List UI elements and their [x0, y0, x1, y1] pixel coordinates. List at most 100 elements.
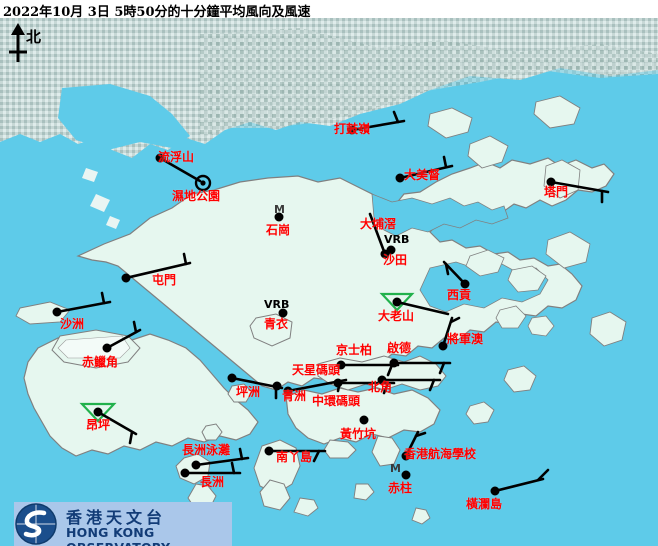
station-label-tai-po-kau: 大埔滘	[360, 217, 397, 231]
page-title: 2022年10月 3日 5時50分的十分鐘平均風向及風速	[3, 5, 311, 20]
island	[507, 265, 547, 293]
hko-logo: 香港天文台 HONG KONG OBSERVATORY	[14, 502, 232, 546]
island	[293, 497, 319, 517]
station-label-sai-kung: 西貢	[447, 288, 472, 302]
wind-barb-kai-tak	[389, 358, 452, 375]
station-label-tap-mun: 塔門	[544, 185, 569, 199]
islet	[106, 216, 120, 229]
station-label-peng-chau: 坪洲	[236, 385, 261, 399]
island-north	[467, 135, 509, 169]
island	[589, 311, 627, 347]
station-label-north-point: 北角	[368, 380, 393, 394]
station-dot-sha-tin	[386, 245, 396, 255]
station-dot-tsing-yi	[278, 308, 288, 318]
tolo-harbour	[371, 193, 509, 237]
station-label-shek-kong: 石崗	[266, 223, 291, 237]
station-label-kings-park: 京士柏	[336, 343, 373, 357]
north-arrow-icon	[9, 23, 27, 62]
wind-barb-ta-kwu-ling	[347, 110, 406, 135]
hko-logo-english: HONG KONG OBSERVATORY	[66, 525, 170, 546]
station-label-tates-cairn: 大老山	[378, 309, 415, 323]
deep-bay	[58, 84, 190, 150]
wind-barb-tates-cairn	[392, 297, 450, 316]
wind-barb-lau-fau-shan	[155, 153, 202, 183]
variable-marker-tsing-yi: VRB	[264, 298, 290, 311]
station-dot-green-island	[272, 381, 282, 391]
islet	[90, 194, 110, 212]
station-label-wong-chuk-hang: 黃竹坑	[340, 427, 377, 441]
hko-logo-icon	[15, 503, 57, 545]
station-label-stanley: 赤柱	[388, 481, 413, 495]
station-dot-shek-kong	[274, 212, 284, 222]
station-label-tsing-yi: 青衣	[264, 317, 289, 331]
mainland-terrain-hi	[200, 28, 658, 138]
island	[527, 315, 555, 337]
station-dot-stanley	[401, 470, 411, 480]
island	[411, 507, 431, 525]
wind-barb-sai-kung	[442, 260, 470, 289]
station-dot-wong-chuk-hang	[359, 415, 369, 425]
station-marker-tates-cairn	[379, 292, 415, 312]
wind-barb-hk-sea-school	[401, 430, 427, 461]
wind-barb-north-point	[377, 375, 442, 392]
station-label-central-pier: 中環碼頭	[312, 394, 361, 408]
stanley-peninsula	[371, 435, 401, 467]
station-label-star-ferry: 天星碼頭	[292, 363, 341, 377]
calm-marker-wetland-park	[194, 174, 212, 192]
station-label-waglan-island: 橫瀾島	[466, 497, 503, 511]
station-label-sha-chau: 沙洲	[60, 317, 85, 331]
wind-barb-sha-chau	[52, 291, 112, 317]
station-label-tuen-mun: 屯門	[152, 273, 177, 287]
island	[545, 231, 591, 269]
island-north2	[427, 107, 473, 139]
hko-logo-chinese: 香港天文台	[66, 508, 167, 527]
wind-barb-chek-lap-kok	[102, 320, 142, 353]
station-label-hk-sea-school: 香港航海學校	[404, 447, 477, 461]
wind-barb-kings-park	[336, 360, 400, 377]
mountain-marker-stanley: M	[390, 462, 401, 475]
island	[465, 401, 495, 425]
tap-mun-island	[543, 159, 581, 199]
wind-barb-layer[interactable]	[0, 18, 658, 546]
station-label-chek-lap-kok: 赤鱲角	[82, 355, 119, 369]
islet	[82, 168, 98, 182]
island-north3	[533, 95, 581, 129]
airport-runway-area	[57, 335, 131, 359]
station-label-green-island: 青洲	[282, 389, 307, 403]
station-label-kai-tak: 啟德	[387, 341, 412, 355]
wind-barb-central-pier	[283, 378, 348, 396]
wind-barb-cheung-chau-beach	[191, 447, 250, 470]
mountain-marker-shek-kong: M	[274, 203, 285, 216]
wind-barb-cheung-chau	[180, 461, 242, 478]
station-marker-ngong-ping	[79, 402, 117, 423]
north-label: 北	[26, 28, 42, 46]
map-geography	[0, 18, 658, 546]
station-label-ngong-ping: 昂坪	[86, 418, 111, 432]
station-label-tseung-kwan-o: 將軍澳	[447, 332, 484, 346]
wind-barb-ngong-ping	[93, 407, 138, 445]
wind-barb-lamma-island	[264, 446, 327, 463]
island	[353, 483, 375, 501]
map-canvas[interactable]: 北 打鼓嶺 流浮山 濕地公園 石崗 M 屯門 大美督 塔門 大埔滘 沙田 VRB…	[0, 18, 658, 546]
sha-chau	[15, 301, 71, 325]
wind-barb-tseung-kwan-o	[438, 316, 461, 351]
title-bar: 2022年10月 3日 5時50分的十分鐘平均風向及風速	[0, 0, 658, 20]
lamma-south	[259, 479, 291, 511]
island	[465, 249, 505, 277]
station-label-wetland-park: 濕地公園	[172, 189, 221, 203]
station-label-sha-tin: 沙田	[383, 253, 408, 267]
peng-chau	[227, 383, 253, 403]
wind-barb-tai-mei-tuk	[395, 155, 454, 183]
station-label-tai-mei-tuk: 大美督	[404, 168, 441, 182]
station-label-cheung-chau: 長洲	[200, 475, 225, 489]
island	[503, 365, 537, 393]
tsing-yi-island	[249, 313, 293, 347]
station-label-lau-fau-shan: 流浮山	[158, 150, 195, 164]
variable-marker-sha-tin: VRB	[384, 233, 410, 246]
station-label-lamma-island: 南丫島	[276, 450, 313, 464]
station-label-ta-kwu-ling: 打鼓嶺	[334, 122, 371, 136]
wind-barb-tap-mun	[546, 177, 610, 204]
wind-barb-waglan-island	[490, 468, 550, 496]
wind-barb-tai-po-kau	[368, 212, 390, 259]
